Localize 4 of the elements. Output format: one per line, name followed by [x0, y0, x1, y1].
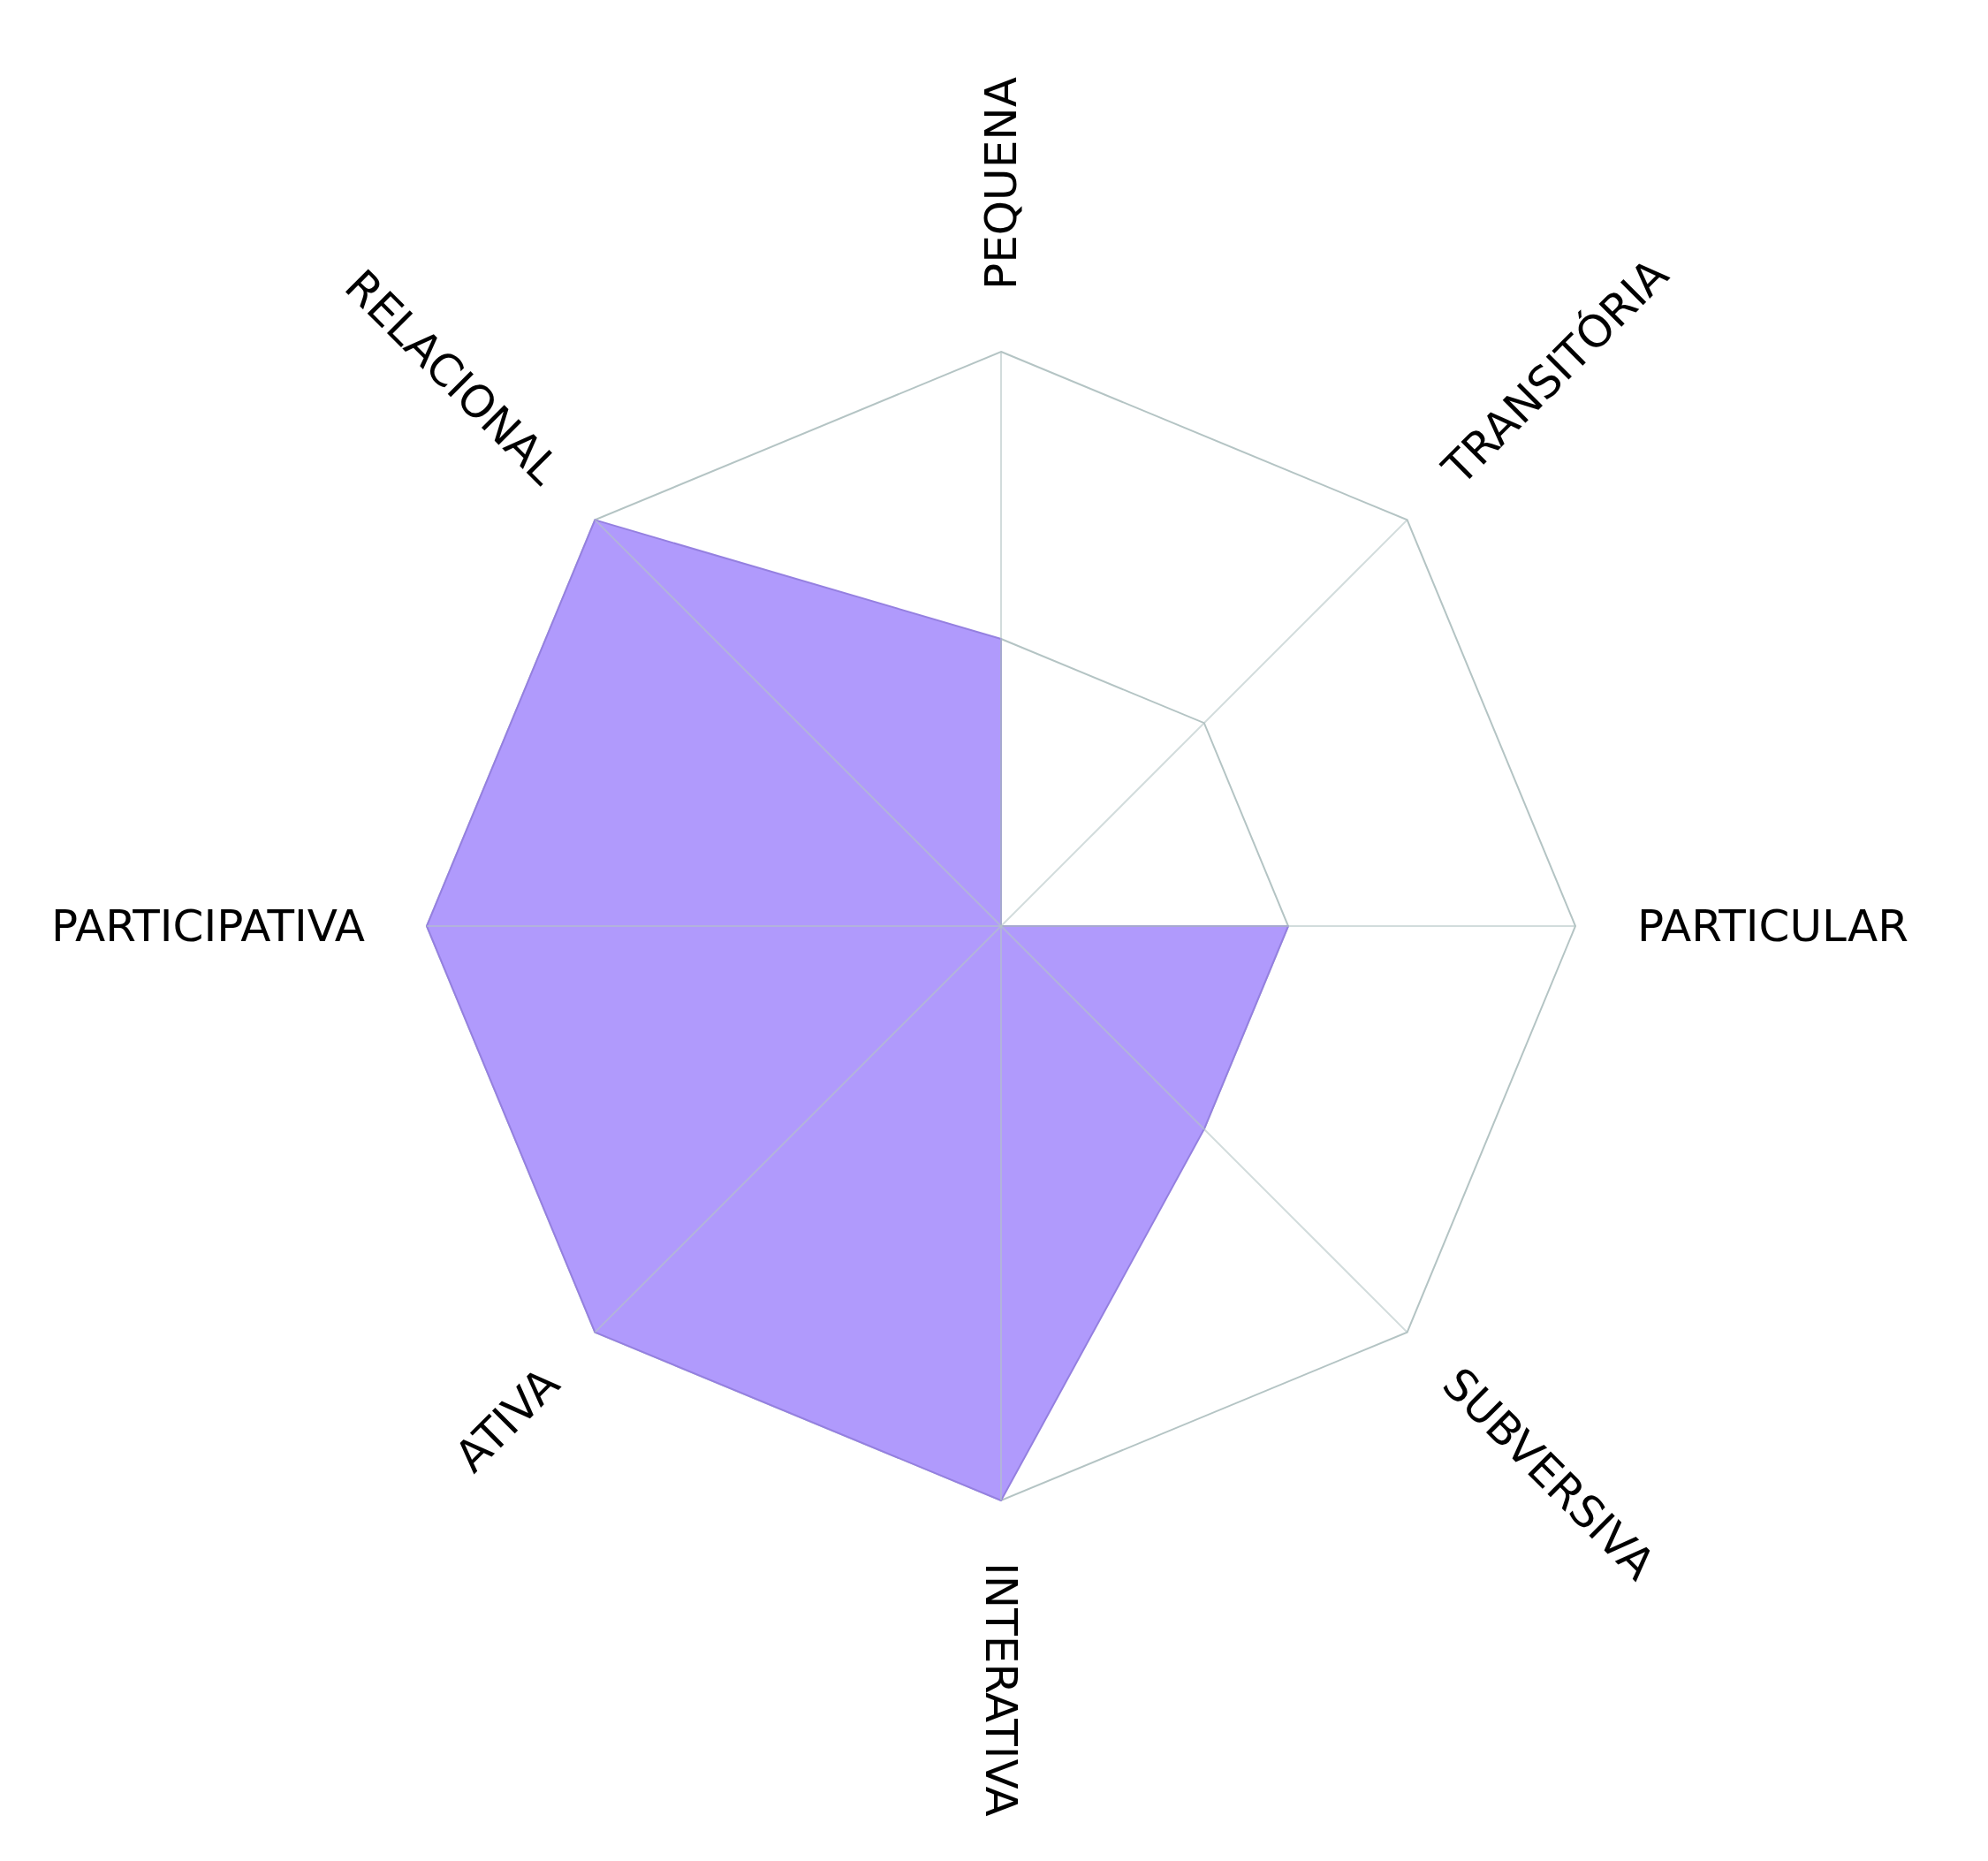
spoke-label: PARTICULAR [1637, 900, 1909, 952]
spoke-label: INTERATIVA [975, 1562, 1027, 1817]
spoke-label: PARTICIPATIVA [51, 900, 365, 952]
spoke-label: PEQUENA [975, 77, 1027, 290]
